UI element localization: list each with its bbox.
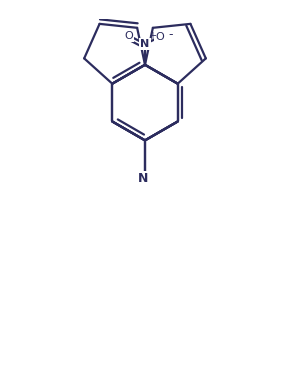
Text: O: O [125,31,133,41]
Text: O: O [155,32,164,42]
Text: N: N [138,172,148,185]
Text: N: N [140,39,150,49]
Text: +: + [148,31,156,41]
Text: -: - [168,28,173,41]
